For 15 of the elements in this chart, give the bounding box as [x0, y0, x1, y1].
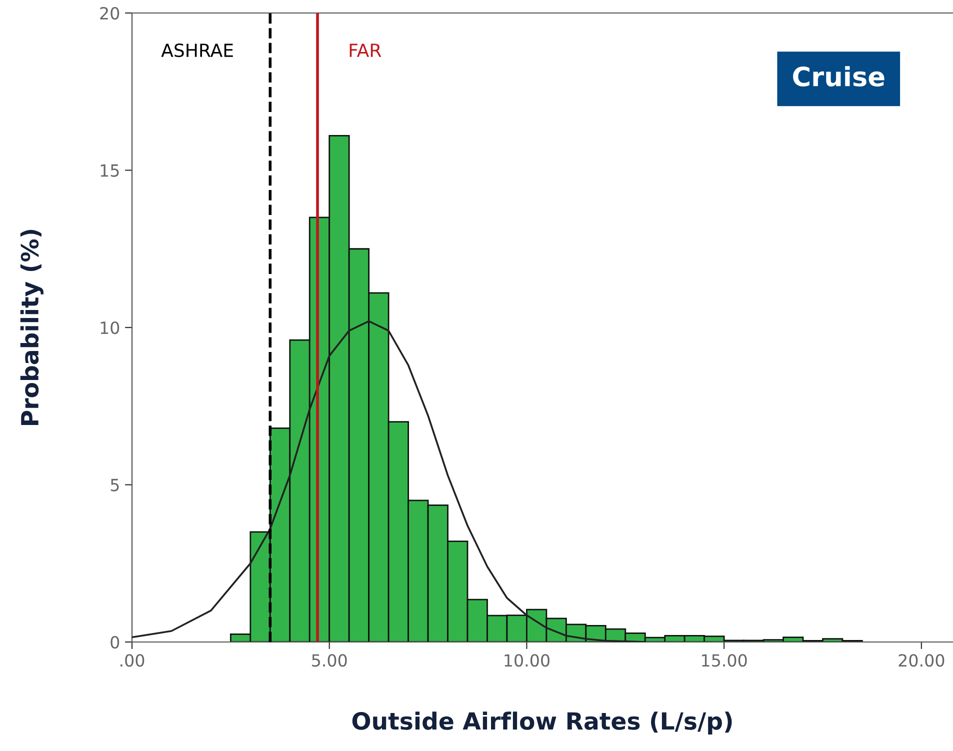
y-axis-title: Probability (%) [20, 230, 44, 425]
x-tick-label: 10.00 [504, 654, 550, 667]
x-tick-label: .00 [120, 654, 144, 667]
text: Cruise [793, 66, 884, 87]
y-tick-label: 20 [100, 6, 120, 20]
y-tick-label: 0 [110, 636, 120, 649]
y-tick-label: 5 [110, 478, 119, 492]
x-axis-title: Outside Airflow Rates (L/s/p) [352, 712, 732, 734]
x-tick-label: 5.00 [312, 654, 347, 667]
y-tick-label: 10 [100, 321, 120, 334]
ref-line-label: ASHRAE [161, 43, 233, 58]
ref-line-label: FAR [350, 44, 382, 57]
y-tick-label: 15 [100, 164, 119, 177]
x-tick-label: 15.00 [702, 654, 747, 667]
x-tick-label: 20.00 [898, 654, 944, 667]
